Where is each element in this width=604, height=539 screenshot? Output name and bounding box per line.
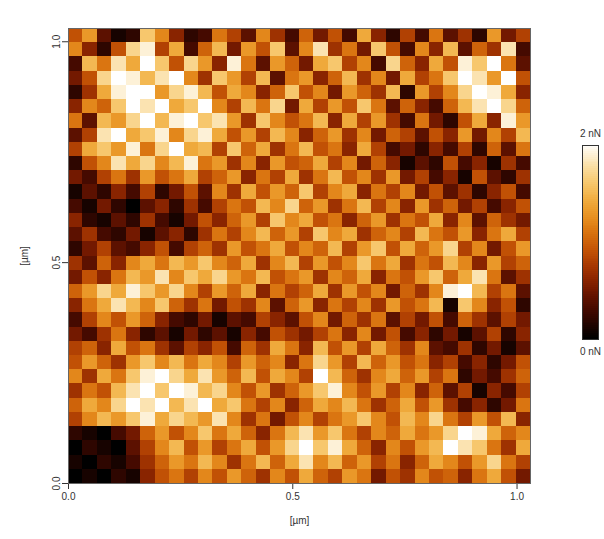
svg-text:[µm]: [µm]: [290, 515, 310, 526]
svg-text:0.5: 0.5: [51, 255, 62, 269]
svg-text:[µm]: [µm]: [19, 246, 30, 266]
svg-text:0.0: 0.0: [51, 476, 62, 490]
svg-text:1.0: 1.0: [51, 34, 62, 48]
svg-text:1.0: 1.0: [510, 491, 524, 502]
svg-text:2 nN: 2 nN: [580, 128, 601, 139]
svg-text:0.0: 0.0: [62, 491, 76, 502]
svg-text:0 nN: 0 nN: [580, 346, 601, 357]
svg-text:0.5: 0.5: [286, 491, 300, 502]
